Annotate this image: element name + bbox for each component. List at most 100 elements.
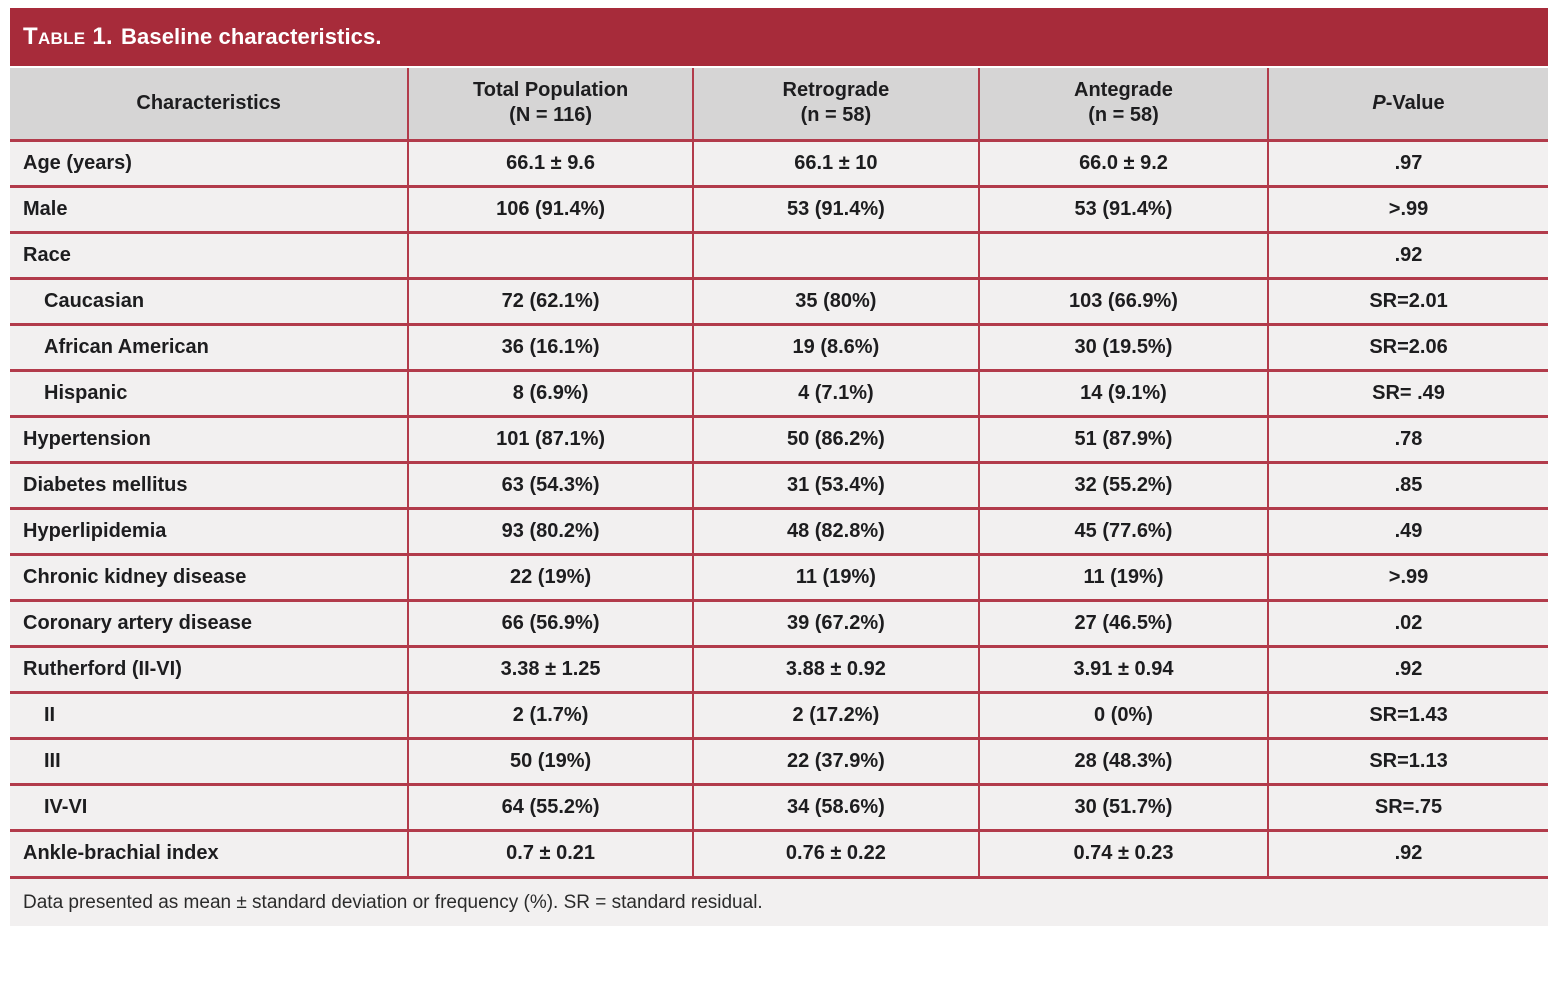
row-label-cell: Caucasian: [10, 276, 410, 326]
retrograde-cell: 2 (17.2%): [691, 690, 980, 740]
total-population-cell: 0.7 ± 0.21: [407, 828, 694, 876]
total-population-cell: 66 (56.9%): [407, 598, 694, 648]
p-value-cell: .92: [1267, 230, 1548, 280]
row-label-cell: II: [10, 690, 410, 740]
antegrade-cell: 0.74 ± 0.23: [977, 828, 1270, 876]
antegrade-cell: 28 (48.3%): [977, 736, 1270, 786]
antegrade-cell: 11 (19%): [977, 552, 1270, 602]
retrograde-cell: 66.1 ± 10: [691, 138, 980, 188]
p-rest: -Value: [1385, 91, 1445, 114]
table-row: Rutherford (II-VI) 3.38 ± 1.25 3.88 ± 0.92…: [10, 644, 1548, 694]
p-value-cell: SR=2.06: [1267, 322, 1548, 372]
table-row: Hispanic 8 (6.9%) 4 (7.1%) 14 (9.1%) SR= .49: [10, 368, 1548, 418]
row-label-cell: Coronary artery disease: [10, 598, 410, 648]
col-header-antegrade: Antegrade (n = 58): [977, 68, 1270, 141]
antegrade-cell: 32 (55.2%): [977, 460, 1270, 510]
table-row: Race .92: [10, 230, 1548, 280]
row-label-cell: Hyperlipidemia: [10, 506, 410, 556]
table-row: Hypertension 101 (87.1%) 50 (86.2%) 51 (87.…: [10, 414, 1548, 464]
total-population-cell: 50 (19%): [407, 736, 694, 786]
col-header-sublabel: (N = 116): [509, 104, 592, 127]
p-value-cell: >.99: [1267, 552, 1548, 602]
total-population-cell: 72 (62.1%): [407, 276, 694, 326]
col-header-retrograde: Retrograde (n = 58): [691, 68, 980, 141]
retrograde-cell: 22 (37.9%): [691, 736, 980, 786]
row-label-cell: Male: [10, 184, 410, 234]
total-population-cell: 66.1 ± 9.6: [407, 138, 694, 188]
antegrade-cell: 30 (51.7%): [977, 782, 1270, 832]
table-row: Coronary artery disease 66 (56.9%) 39 (67.…: [10, 598, 1548, 648]
col-header-label: Retrograde: [782, 79, 890, 102]
retrograde-cell: 3.88 ± 0.92: [691, 644, 980, 694]
antegrade-cell: 103 (66.9%): [977, 276, 1270, 326]
total-population-cell: 64 (55.2%): [407, 782, 694, 832]
antegrade-cell: 53 (91.4%): [977, 184, 1270, 234]
p-value-cell: SR=2.01: [1267, 276, 1548, 326]
col-header-characteristics: Characteristics: [10, 68, 410, 141]
total-population-cell: 8 (6.9%): [407, 368, 694, 418]
table-number: Table 1.: [23, 23, 114, 50]
table-row: Caucasian 72 (62.1%) 35 (80%) 103 (66.9%) SR…: [10, 276, 1548, 326]
row-label-cell: African American: [10, 322, 410, 372]
p-value-cell: .97: [1267, 138, 1548, 188]
row-label-cell: Rutherford (II-VI): [10, 644, 410, 694]
baseline-characteristics-table: Table 1. Baseline characteristics. Chara…: [10, 8, 1548, 926]
col-header-label: P-Value: [1270, 91, 1547, 116]
p-value-cell: >.99: [1267, 184, 1548, 234]
retrograde-cell: 19 (8.6%): [691, 322, 980, 372]
p-value-cell: SR=1.13: [1267, 736, 1548, 786]
table-row: II 2 (1.7%) 2 (17.2%) 0 (0%) SR=1.43: [10, 690, 1548, 740]
table-body: Age (years) 66.1 ± 9.6 66.1 ± 10 66.0 ± 9.2…: [10, 138, 1548, 876]
table-row: Diabetes mellitus 63 (54.3%) 31 (53.4%) 32 …: [10, 460, 1548, 510]
total-population-cell: 93 (80.2%): [407, 506, 694, 556]
table-row: Chronic kidney disease 22 (19%) 11 (19%) 11…: [10, 552, 1548, 602]
row-label-cell: IV-VI: [10, 782, 410, 832]
p-value-cell: SR=1.43: [1267, 690, 1548, 740]
p-value-cell: .49: [1267, 506, 1548, 556]
p-italic: P: [1372, 91, 1386, 114]
total-population-cell: 2 (1.7%): [407, 690, 694, 740]
antegrade-cell: 0 (0%): [977, 690, 1270, 740]
antegrade-cell: 51 (87.9%): [977, 414, 1270, 464]
total-population-cell: 63 (54.3%): [407, 460, 694, 510]
retrograde-cell: [691, 230, 980, 280]
total-population-cell: 3.38 ± 1.25: [407, 644, 694, 694]
row-label-cell: Chronic kidney disease: [10, 552, 410, 602]
col-header-label: Characteristics: [136, 91, 281, 114]
table-row: Male 106 (91.4%) 53 (91.4%) 53 (91.4%) >.99: [10, 184, 1548, 234]
table-footnote: Data presented as mean ± standard deviat…: [10, 876, 1548, 926]
retrograde-cell: 4 (7.1%): [691, 368, 980, 418]
row-label-cell: Hispanic: [10, 368, 410, 418]
col-header-label: Total Population: [473, 79, 629, 102]
p-value-cell: .02: [1267, 598, 1548, 648]
p-value-cell: SR= .49: [1267, 368, 1548, 418]
row-label-cell: Age (years): [10, 138, 410, 188]
p-value-cell: .92: [1267, 644, 1548, 694]
col-header-sublabel: (n = 58): [1088, 104, 1159, 127]
retrograde-cell: 48 (82.8%): [691, 506, 980, 556]
p-value-cell: .78: [1267, 414, 1548, 464]
antegrade-cell: 45 (77.6%): [977, 506, 1270, 556]
row-label-cell: Race: [10, 230, 410, 280]
table-row: African American 36 (16.1%) 19 (8.6%) 30 (1…: [10, 322, 1548, 372]
table-row: Ankle-brachial index 0.7 ± 0.21 0.76 ± 0.2…: [10, 828, 1548, 876]
data-table: Characteristics Total Population (N = 11…: [10, 68, 1548, 876]
col-header-total-population: Total Population (N = 116): [407, 68, 694, 141]
retrograde-cell: 34 (58.6%): [691, 782, 980, 832]
antegrade-cell: [977, 230, 1270, 280]
total-population-cell: [407, 230, 694, 280]
antegrade-cell: 14 (9.1%): [977, 368, 1270, 418]
table-title-bar: Table 1. Baseline characteristics.: [10, 8, 1548, 66]
retrograde-cell: 0.76 ± 0.22: [691, 828, 980, 876]
total-population-cell: 22 (19%): [407, 552, 694, 602]
retrograde-cell: 11 (19%): [691, 552, 980, 602]
antegrade-cell: 30 (19.5%): [977, 322, 1270, 372]
row-label-cell: III: [10, 736, 410, 786]
retrograde-cell: 35 (80%): [691, 276, 980, 326]
table-row: Hyperlipidemia 93 (80.2%) 48 (82.8%) 45 (77…: [10, 506, 1548, 556]
row-label-cell: Hypertension: [10, 414, 410, 464]
total-population-cell: 36 (16.1%): [407, 322, 694, 372]
header-row: Characteristics Total Population (N = 11…: [10, 68, 1548, 141]
antegrade-cell: 3.91 ± 0.94: [977, 644, 1270, 694]
table-row: III 50 (19%) 22 (37.9%) 28 (48.3%) SR=1.13: [10, 736, 1548, 786]
